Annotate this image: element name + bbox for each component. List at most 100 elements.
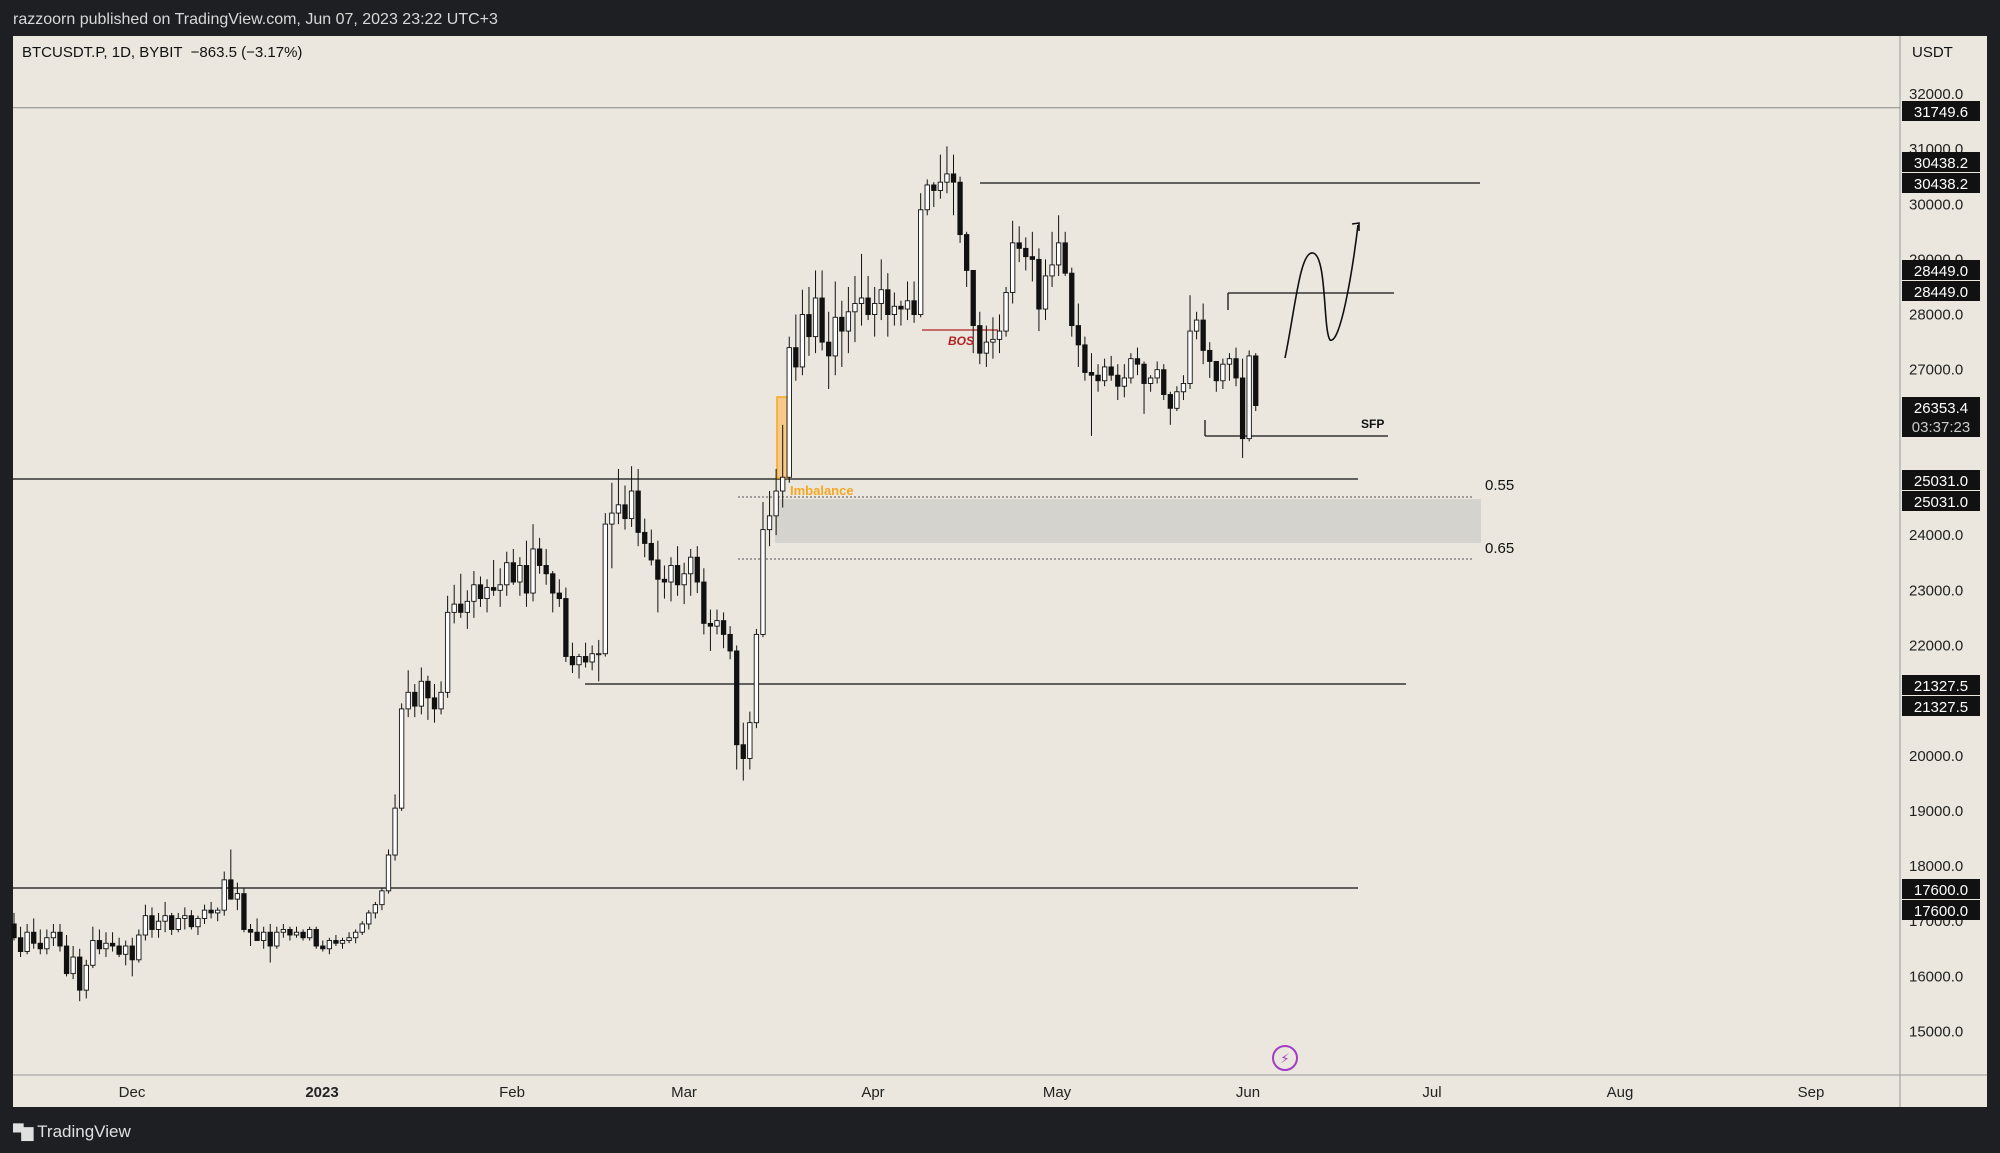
candle-body (648, 542, 654, 561)
candle-body (352, 931, 359, 939)
y-tick-label: 24000.0 (1909, 527, 1963, 544)
candle (392, 794, 398, 861)
price-label-bg (1902, 696, 1980, 716)
candle-body (661, 578, 668, 583)
candle-body (1108, 366, 1114, 376)
candle-body (497, 584, 503, 591)
candle (970, 269, 976, 354)
candle (1167, 391, 1173, 425)
candle (24, 923, 30, 955)
candle-body (904, 300, 911, 310)
candle (123, 940, 129, 966)
candle-body (543, 565, 549, 575)
x-tick-label: Mar (671, 1084, 697, 1101)
candle (44, 929, 50, 955)
candle-body (510, 562, 516, 583)
candle-body (162, 915, 168, 922)
y-tick-label: 18000.0 (1909, 858, 1963, 875)
candle-body (385, 854, 392, 892)
candle-body (1023, 247, 1029, 258)
candle (1023, 237, 1029, 271)
y-tick-label: 23000.0 (1909, 582, 1963, 599)
candle (149, 907, 155, 938)
candle-body (254, 931, 260, 941)
price-label-bg (1902, 397, 1980, 437)
candle (17, 926, 24, 958)
candle-body (1128, 358, 1134, 379)
chart-panel[interactable] (13, 36, 1987, 1107)
candle (63, 934, 70, 977)
candle (228, 849, 234, 900)
candle (1121, 364, 1127, 398)
candle-body (109, 942, 116, 947)
candle-body (1062, 242, 1068, 274)
candle (1062, 231, 1068, 276)
candle-body (1075, 325, 1081, 346)
price-label-bg (1902, 900, 1980, 920)
candle (280, 923, 287, 938)
price-label-bg (1902, 260, 1980, 280)
candle (1049, 231, 1055, 287)
candle (944, 146, 950, 194)
candle (1003, 286, 1009, 337)
candle (918, 193, 924, 318)
candle (536, 537, 543, 574)
candle (845, 286, 852, 354)
candle-body (707, 622, 714, 627)
tradingview-logo[interactable]: ▀▆ TradingView (13, 1122, 131, 1142)
candle-body (582, 656, 589, 663)
candle-body (464, 600, 470, 613)
candle (826, 311, 832, 390)
candle-body (872, 303, 878, 315)
candle (471, 570, 477, 618)
candle-body (596, 653, 602, 656)
candle-body (727, 633, 733, 652)
candle-body (688, 556, 694, 575)
candle (904, 281, 911, 321)
candle-body (563, 598, 569, 657)
candle-body (819, 297, 825, 343)
y-tick-label: 20000.0 (1909, 748, 1963, 765)
candle-body (786, 347, 792, 478)
candle (582, 642, 589, 668)
candle-body (438, 691, 444, 710)
candle-body (77, 956, 83, 991)
candle (352, 929, 359, 944)
candle (839, 300, 845, 367)
candle-body (293, 931, 300, 936)
candle (1161, 364, 1167, 401)
candle (812, 270, 819, 354)
candle-body (1134, 358, 1141, 365)
y-tick-label: 28000.0 (1909, 307, 1963, 324)
fib-label-065: 0.65 (1485, 540, 1514, 557)
candle (510, 548, 516, 585)
candle-body (215, 909, 221, 914)
candle-body (1003, 292, 1009, 332)
candle-body (556, 592, 562, 600)
candle (1174, 386, 1180, 412)
price-label-tag: 31749.6 (1902, 101, 1980, 121)
candle (1115, 364, 1121, 401)
candle-body (1167, 394, 1173, 409)
x-tick-label: May (1043, 1084, 1072, 1101)
candle-body (1154, 369, 1160, 379)
candle-body (832, 316, 838, 357)
candle (1016, 226, 1022, 263)
candle (753, 628, 760, 729)
candle (615, 468, 622, 525)
candle (234, 882, 241, 911)
x-tick-label: 2023 (305, 1084, 338, 1101)
candle-body (530, 548, 536, 594)
candle-body (615, 504, 622, 514)
price-label-bg (1902, 173, 1980, 193)
candle (90, 926, 96, 969)
candle-body (234, 893, 241, 900)
candle-body (937, 181, 944, 191)
candle (1200, 303, 1206, 365)
candle (543, 548, 549, 585)
candle (964, 231, 970, 287)
candle-body (668, 565, 674, 583)
candle (346, 932, 352, 944)
candle (1036, 248, 1042, 332)
